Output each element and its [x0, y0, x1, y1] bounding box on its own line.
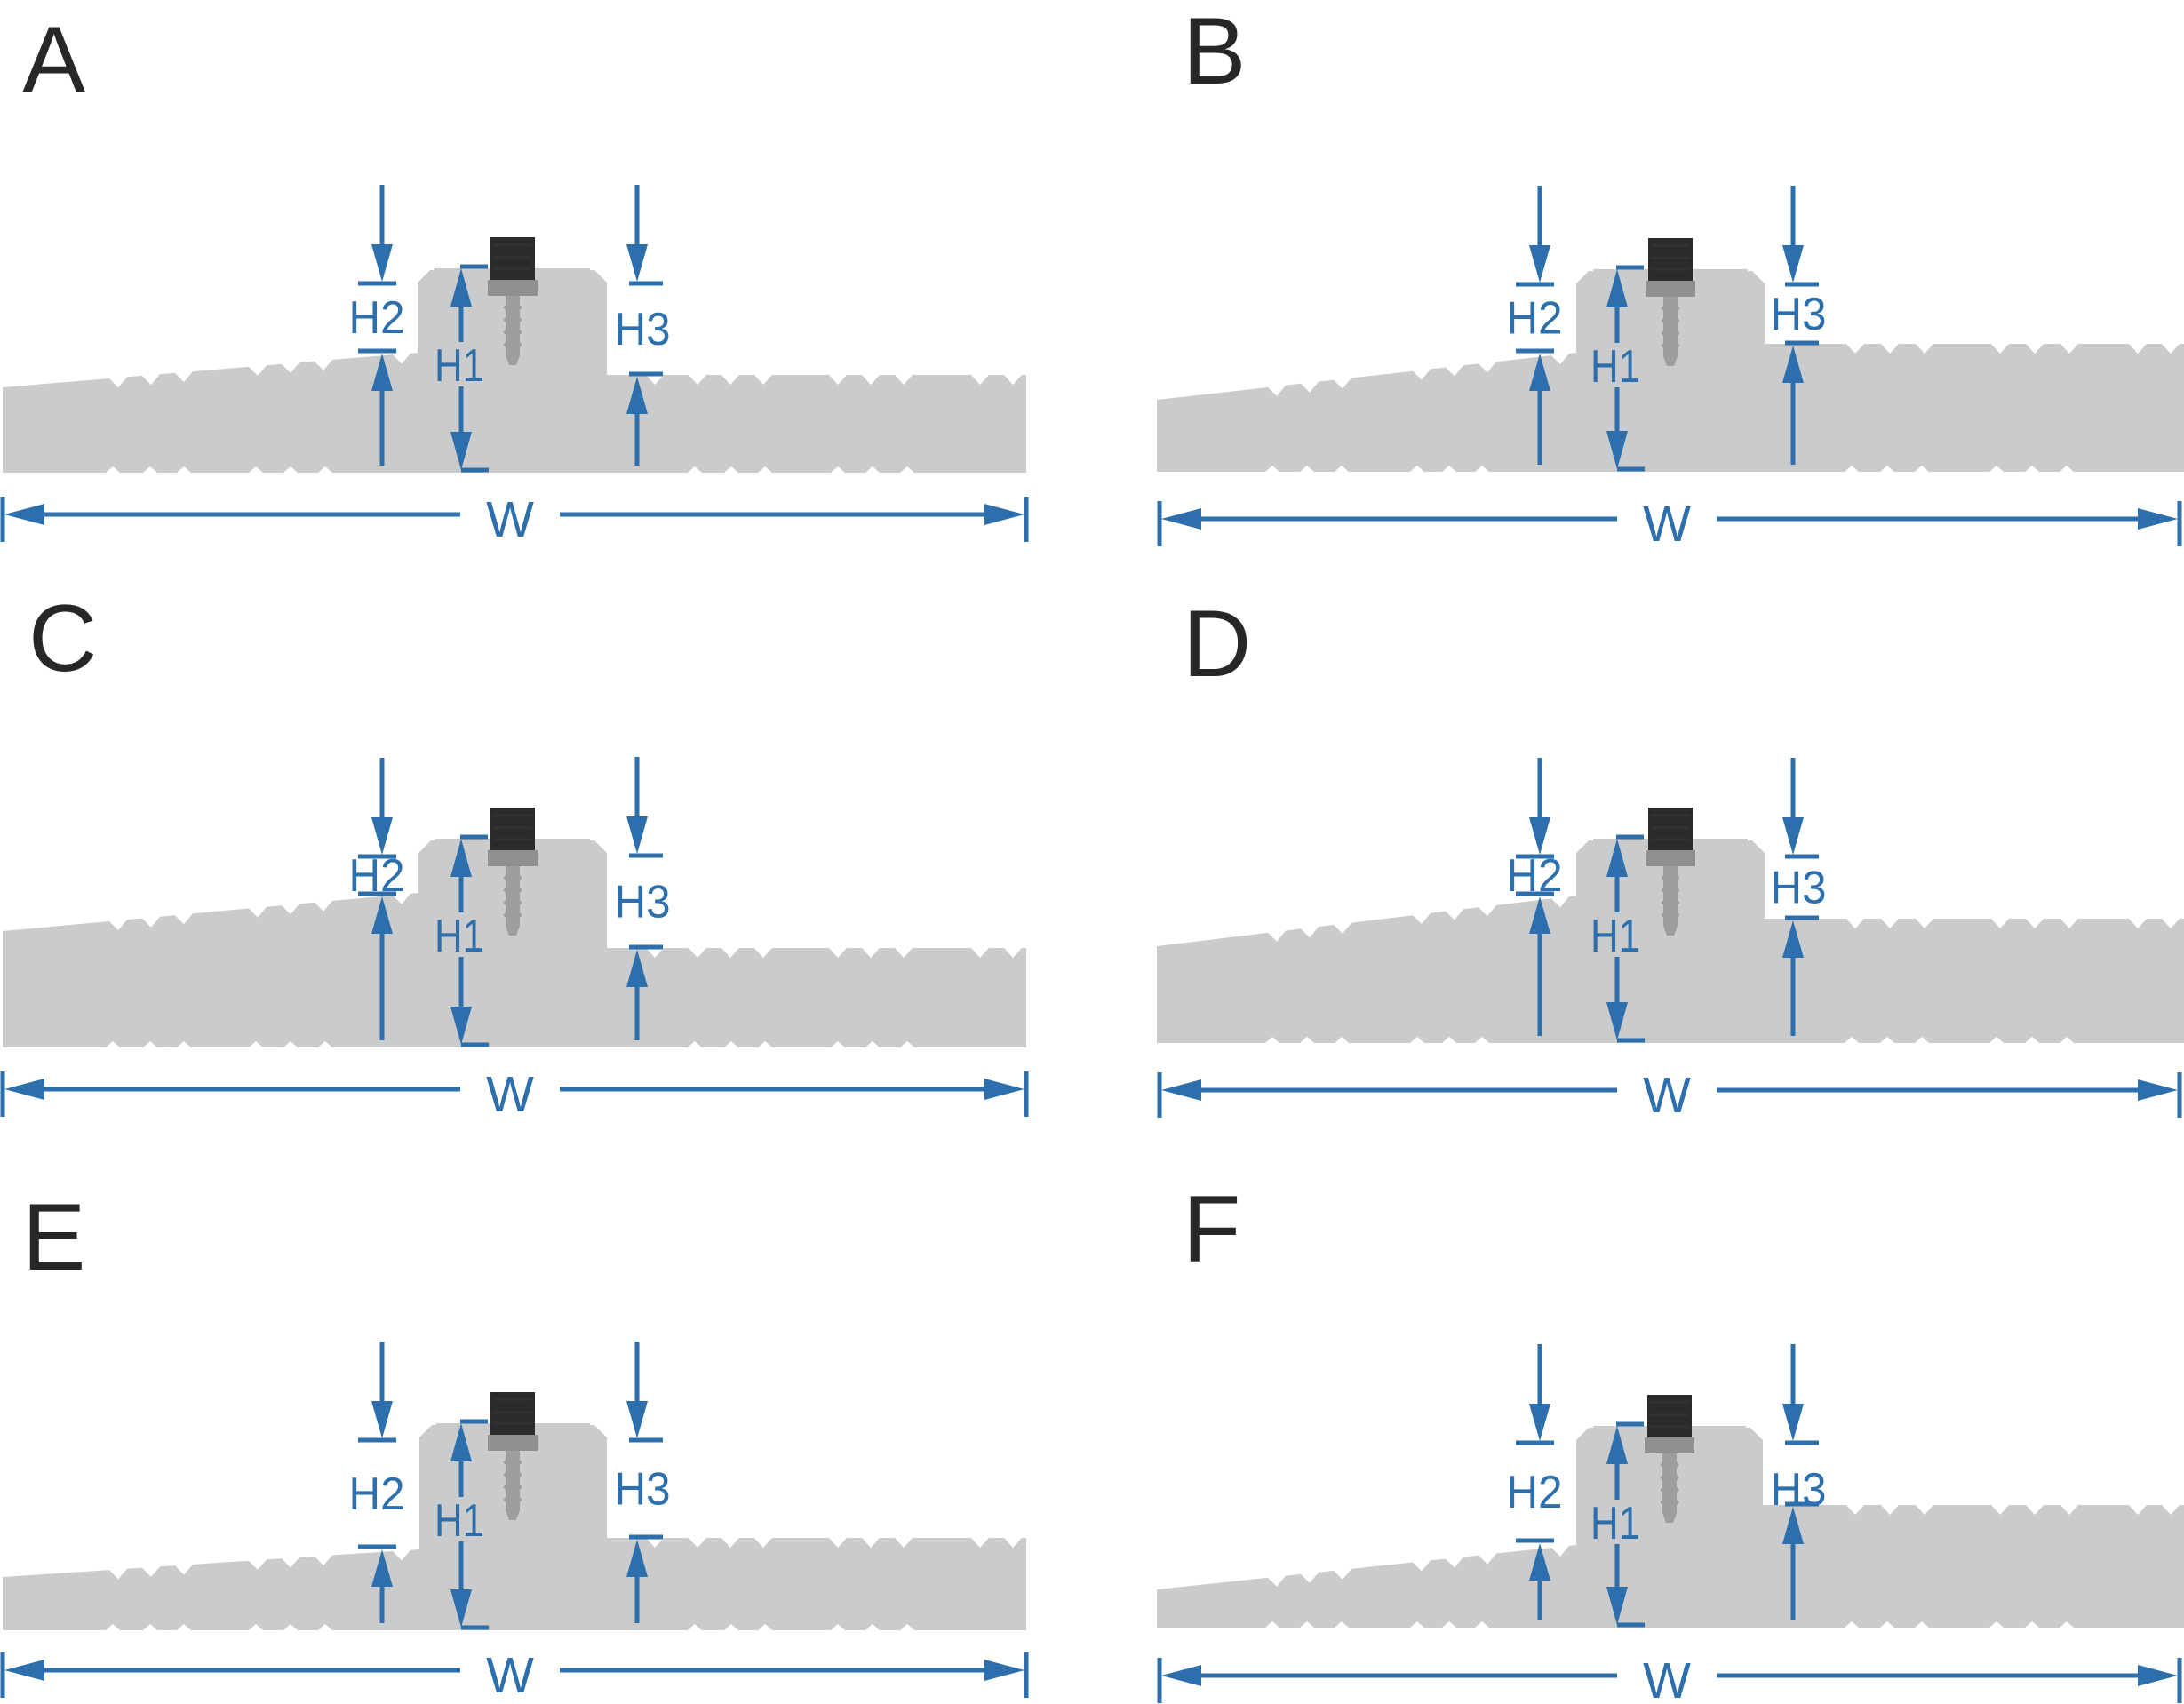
svg-text:H3: H3: [1771, 1464, 1827, 1516]
svg-text:A: A: [22, 6, 86, 113]
svg-text:H3: H3: [615, 304, 671, 355]
svg-text:W: W: [1643, 496, 1691, 553]
svg-text:H3: H3: [615, 1464, 671, 1516]
svg-text:H2: H2: [349, 1469, 405, 1520]
svg-text:C: C: [28, 585, 97, 691]
svg-text:H1: H1: [1590, 1498, 1640, 1549]
svg-text:W: W: [486, 491, 534, 548]
svg-text:H2: H2: [1507, 1467, 1563, 1518]
svg-text:W: W: [1643, 1067, 1691, 1124]
svg-text:H3: H3: [1771, 863, 1827, 914]
svg-text:H1: H1: [434, 340, 484, 392]
svg-text:W: W: [486, 1066, 534, 1123]
svg-text:H2: H2: [349, 292, 405, 344]
svg-text:F: F: [1183, 1175, 1240, 1282]
svg-text:D: D: [1183, 590, 1251, 697]
svg-text:H2: H2: [1507, 293, 1563, 345]
svg-text:H1: H1: [1590, 911, 1640, 962]
svg-text:H3: H3: [1771, 289, 1827, 340]
svg-text:H1: H1: [434, 1495, 484, 1547]
svg-text:E: E: [22, 1183, 85, 1290]
svg-text:H3: H3: [615, 877, 671, 928]
svg-text:W: W: [486, 1647, 534, 1704]
svg-text:H1: H1: [1590, 341, 1640, 393]
svg-text:B: B: [1183, 0, 1246, 104]
svg-text:H1: H1: [434, 911, 484, 962]
svg-text:W: W: [1643, 1652, 1691, 1704]
